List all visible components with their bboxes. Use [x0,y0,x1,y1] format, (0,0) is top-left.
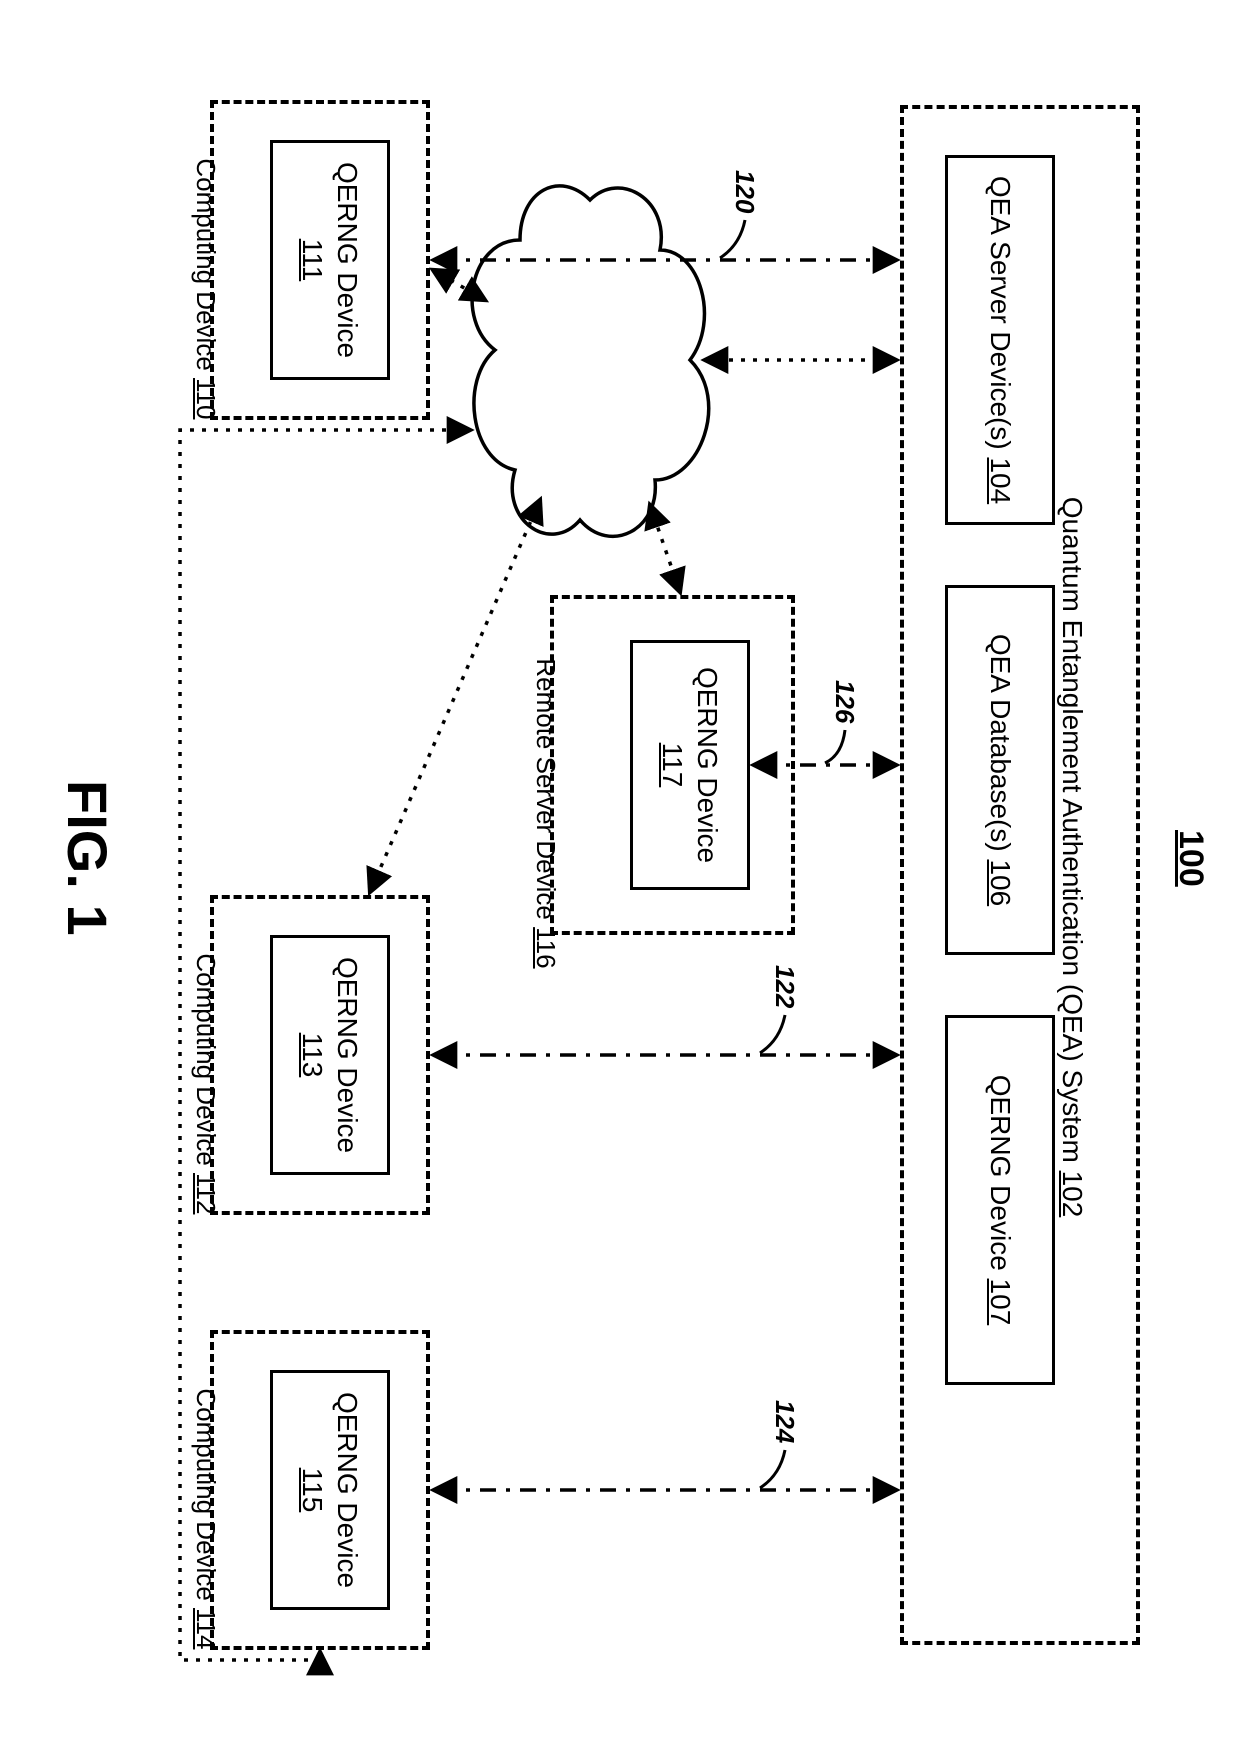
figure-caption: FIG. 1 [55,780,120,936]
computing-device-110-qerng: QERNG Device111 [270,140,390,380]
callout-126-leader [825,730,845,763]
figure-ref-100: 100 [1171,830,1210,887]
computing-device-112-label: Computing Device 112 [159,910,252,1214]
link-122-label: 122 [769,965,800,1008]
callout-124-leader [760,1450,785,1488]
callout-122-leader [760,1015,785,1053]
qea-database-box: QEA Database(s) 106 [945,585,1055,955]
net-to-remote [650,505,680,592]
link-124-label: 124 [769,1400,800,1443]
link-126-label: 126 [829,680,860,723]
computing-device-110-label: Computing Device 110 [159,115,252,419]
remote-server-label: Remote Server Device 116 [499,615,592,969]
network-label: CommunicationsNetwork(s)108 [471,260,640,497]
diagram-canvas: 100 Quantum Entanglement Authentication … [0,0,1240,1755]
qea-qerng-box: QERNG Device 107 [945,1015,1055,1385]
qea-server-box: QEA Server Device(s) 104 [945,155,1055,525]
computing-device-114-label: Computing Device 114 [159,1345,252,1649]
link-120-label: 120 [729,170,760,213]
remote-server-qerng-box: QERNG Device117 [630,640,750,890]
computing-device-112-qerng: QERNG Device113 [270,935,390,1175]
callout-120-leader [720,220,745,258]
computing-device-114-qerng: QERNG Device115 [270,1370,390,1610]
